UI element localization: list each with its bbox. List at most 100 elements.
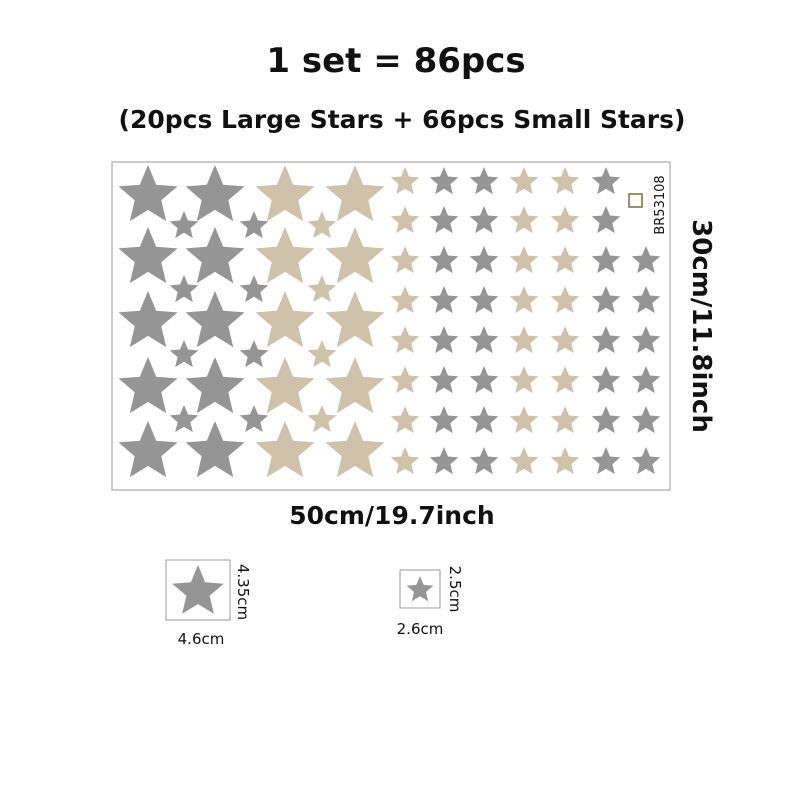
- star: [469, 286, 499, 314]
- star: [631, 286, 661, 314]
- star: [509, 447, 539, 475]
- star: [185, 165, 245, 222]
- star: [390, 406, 420, 434]
- star: [631, 326, 661, 354]
- subtitle: (20pcs Large Stars + 66pcs Small Stars): [119, 105, 686, 134]
- sample-height: 2.5cm: [446, 566, 464, 613]
- star: [307, 340, 337, 368]
- star: [429, 406, 459, 434]
- star: [550, 406, 580, 434]
- star: [390, 246, 420, 274]
- star: [469, 246, 499, 274]
- height-label: 30cm/11.8inch: [686, 219, 716, 433]
- star: [469, 447, 499, 475]
- star: [550, 206, 580, 234]
- star: [390, 167, 420, 195]
- star: [509, 167, 539, 195]
- star: [509, 286, 539, 314]
- star: [325, 227, 385, 284]
- star: [429, 206, 459, 234]
- star: [429, 286, 459, 314]
- star: [239, 211, 269, 239]
- sample-height: 4.35cm: [234, 564, 252, 620]
- star: [390, 286, 420, 314]
- star: [169, 211, 199, 239]
- star: [390, 447, 420, 475]
- star: [307, 275, 337, 303]
- star: [185, 291, 245, 348]
- star: [255, 357, 315, 414]
- star: [591, 286, 621, 314]
- star: [469, 406, 499, 434]
- star: [325, 421, 385, 478]
- star: [550, 167, 580, 195]
- star: [239, 405, 269, 433]
- star: [591, 406, 621, 434]
- stars: [118, 165, 661, 478]
- star: [591, 366, 621, 394]
- star: [169, 405, 199, 433]
- star: [325, 357, 385, 414]
- title: 1 set = 86pcs: [266, 41, 525, 81]
- star: [325, 291, 385, 348]
- star: [255, 291, 315, 348]
- star: [185, 227, 245, 284]
- star: [118, 291, 178, 348]
- star: [591, 167, 621, 195]
- sticker-sheet: [111, 161, 671, 491]
- star: [169, 340, 199, 368]
- star: [429, 326, 459, 354]
- star: [469, 326, 499, 354]
- star: [550, 366, 580, 394]
- star: [631, 406, 661, 434]
- star: [591, 326, 621, 354]
- star: [172, 565, 224, 614]
- sheet-code: BR53108: [653, 175, 668, 234]
- star: [255, 227, 315, 284]
- star: [469, 206, 499, 234]
- width-label: 50cm/19.7inch: [289, 501, 494, 530]
- star: [509, 206, 539, 234]
- star: [390, 206, 420, 234]
- star: [390, 326, 420, 354]
- star: [406, 576, 434, 602]
- star: [631, 447, 661, 475]
- star: [591, 206, 621, 234]
- star: [255, 165, 315, 222]
- star: [307, 405, 337, 433]
- star: [390, 366, 420, 394]
- star: [509, 326, 539, 354]
- sample-width: 2.6cm: [397, 620, 444, 638]
- star: [550, 447, 580, 475]
- star: [325, 165, 385, 222]
- star: [429, 246, 459, 274]
- star: [631, 246, 661, 274]
- star: [239, 340, 269, 368]
- star: [550, 326, 580, 354]
- star: [591, 447, 621, 475]
- sample-box: [399, 569, 441, 609]
- star: [550, 286, 580, 314]
- star: [307, 211, 337, 239]
- star: [118, 357, 178, 414]
- star: [118, 421, 178, 478]
- star: [118, 165, 178, 222]
- star: [429, 167, 459, 195]
- logo: [628, 193, 643, 208]
- sample-box: [165, 559, 231, 621]
- sample-width: 4.6cm: [178, 630, 225, 648]
- star: [509, 246, 539, 274]
- star: [118, 227, 178, 284]
- star: [509, 366, 539, 394]
- star: [239, 275, 269, 303]
- star: [169, 275, 199, 303]
- star: [185, 421, 245, 478]
- star: [591, 246, 621, 274]
- star: [631, 366, 661, 394]
- star: [429, 447, 459, 475]
- star: [185, 357, 245, 414]
- star: [469, 167, 499, 195]
- star: [469, 366, 499, 394]
- star: [429, 366, 459, 394]
